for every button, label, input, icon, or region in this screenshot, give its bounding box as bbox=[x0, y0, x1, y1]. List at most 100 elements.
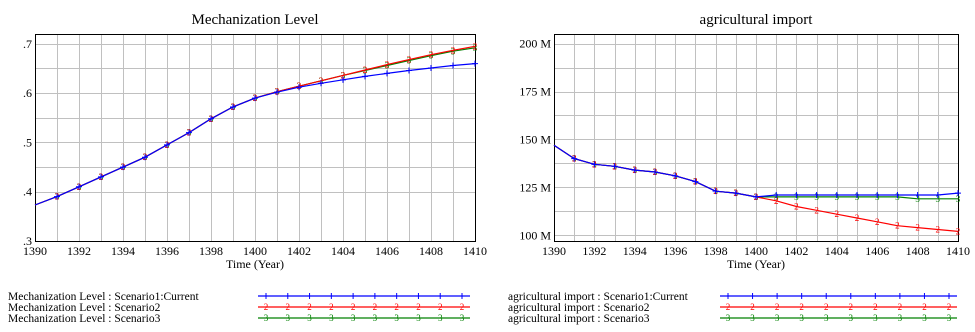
legend-marker: 2 bbox=[307, 302, 312, 312]
y-tick-label: 150 M bbox=[519, 132, 551, 146]
x-tick-label: 1398 bbox=[199, 244, 223, 258]
y-tick-label: .3 bbox=[23, 234, 32, 248]
legend-marker bbox=[284, 293, 291, 299]
data-point bbox=[98, 173, 104, 180]
x-tick-label: 1394 bbox=[623, 244, 647, 258]
x-tick-label: 1400 bbox=[243, 244, 267, 258]
x-tick-label: 1408 bbox=[419, 244, 443, 258]
legend-marker bbox=[263, 293, 269, 299]
legend-marker: 3 bbox=[394, 313, 399, 323]
data-point bbox=[472, 60, 478, 67]
plot-frame bbox=[554, 34, 959, 242]
legend-marker: 3 bbox=[460, 313, 465, 323]
data-point bbox=[591, 161, 598, 168]
data-point: 2 bbox=[794, 202, 799, 212]
data-point: 3 bbox=[915, 194, 920, 204]
data-point: 2 bbox=[341, 70, 346, 80]
legend-marker: 2 bbox=[849, 302, 854, 312]
data-point bbox=[384, 70, 390, 77]
data-point: 3 bbox=[936, 194, 941, 204]
legend-marker: 3 bbox=[726, 313, 731, 323]
legend-marker: 3 bbox=[264, 313, 269, 323]
legend-marker: 2 bbox=[824, 302, 829, 312]
data-point: 2 bbox=[835, 209, 840, 219]
data-point bbox=[340, 76, 346, 83]
plot-frame bbox=[35, 34, 476, 242]
data-point bbox=[274, 89, 280, 96]
x-tick-label: 1402 bbox=[287, 244, 311, 258]
data-point bbox=[54, 193, 60, 200]
data-point bbox=[793, 192, 800, 198]
legend-marker bbox=[872, 293, 879, 299]
data-point bbox=[833, 192, 840, 198]
data-point: 2 bbox=[814, 205, 819, 215]
data-point bbox=[296, 84, 302, 91]
data-point: 3 bbox=[451, 46, 456, 56]
data-point: 2 bbox=[473, 41, 478, 51]
legend-marker bbox=[306, 293, 313, 299]
legend-marker: 2 bbox=[799, 302, 804, 312]
data-point bbox=[894, 192, 901, 198]
legend-marker: 3 bbox=[947, 313, 952, 323]
data-point: 2 bbox=[407, 55, 412, 65]
legend-marker: 2 bbox=[460, 302, 465, 312]
data-point: 2 bbox=[429, 50, 434, 60]
data-point: 2 bbox=[936, 225, 941, 235]
legend-marker: 3 bbox=[750, 313, 755, 323]
data-point: 2 bbox=[363, 65, 368, 75]
y-tick-label: .6 bbox=[23, 86, 32, 100]
data-point bbox=[712, 188, 719, 195]
data-point bbox=[631, 167, 638, 174]
data-point: 2 bbox=[385, 60, 390, 70]
legend-marker: 2 bbox=[775, 302, 780, 312]
legend-marker: 2 bbox=[726, 302, 731, 312]
data-point bbox=[914, 192, 921, 198]
legend-marker bbox=[371, 293, 378, 299]
data-point: 2 bbox=[774, 196, 779, 206]
data-point bbox=[692, 178, 699, 185]
legend-marker bbox=[798, 293, 805, 299]
chart-1: Mechanization Level 1390 1392 1394 1396 1398 1… bbox=[8, 12, 487, 325]
data-point bbox=[230, 103, 236, 110]
legend-marker: 3 bbox=[351, 313, 356, 323]
data-point bbox=[672, 172, 679, 179]
data-point bbox=[362, 73, 368, 80]
legend-marker bbox=[415, 293, 422, 299]
data-point bbox=[318, 80, 324, 87]
legend-marker: 3 bbox=[438, 313, 443, 323]
legend: agricultural import : Scenario1:Currenta… bbox=[508, 291, 957, 325]
data-point bbox=[571, 155, 578, 162]
data-point: 2 bbox=[956, 226, 961, 236]
data-point bbox=[854, 192, 860, 198]
chart-2: agricultural import 1390 1392 1394 1396 1398 1… bbox=[508, 12, 970, 325]
legend-label: agricultural import : Scenario3 bbox=[508, 313, 650, 325]
x-tick-label: 1390 bbox=[23, 244, 47, 258]
legend-marker: 2 bbox=[351, 302, 356, 312]
data-point: 2 bbox=[451, 45, 456, 55]
x-tick-label: 1410 bbox=[463, 244, 487, 258]
legend-marker: 3 bbox=[286, 313, 291, 323]
data-point bbox=[773, 192, 780, 198]
y-tick-label: .7 bbox=[23, 37, 32, 51]
data-point: 3 bbox=[429, 51, 434, 61]
chart-title: Mechanization Level bbox=[191, 12, 318, 28]
legend-marker: 2 bbox=[873, 302, 878, 312]
y-tick-label: .5 bbox=[23, 135, 32, 149]
legend-marker bbox=[823, 293, 830, 299]
legend-marker: 2 bbox=[286, 302, 291, 312]
data-point bbox=[813, 192, 820, 198]
legend-marker bbox=[328, 293, 335, 299]
data-point bbox=[955, 190, 961, 197]
y-tick-label: 100 M bbox=[519, 228, 551, 242]
legend-marker bbox=[437, 293, 444, 299]
x-tick-label: 1398 bbox=[704, 244, 728, 258]
data-point bbox=[252, 95, 258, 102]
x-tick-label: 1396 bbox=[663, 244, 687, 258]
legend-marker: 3 bbox=[922, 313, 927, 323]
series-2: 22222222222222222222 bbox=[553, 144, 961, 236]
legend-marker: 2 bbox=[329, 302, 334, 312]
data-point bbox=[611, 163, 618, 170]
legend-marker: 2 bbox=[264, 302, 269, 312]
legend-marker bbox=[847, 293, 854, 299]
